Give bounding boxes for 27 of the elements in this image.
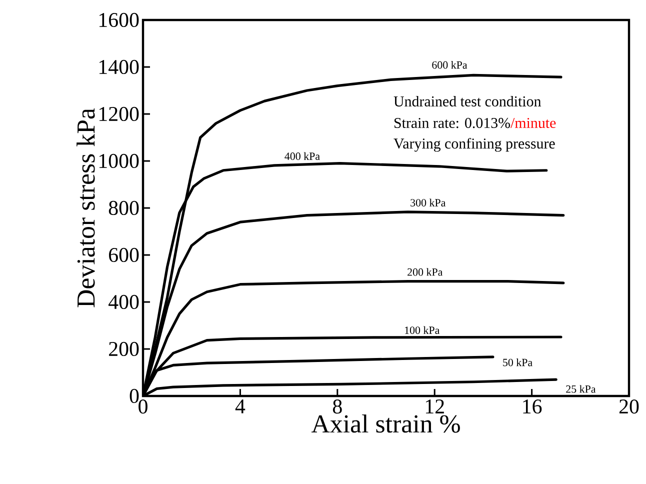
- y-tick-label: 1600: [99, 12, 139, 28]
- x-tick-label: 4: [235, 400, 246, 414]
- y-tick-label: 600: [109, 248, 139, 262]
- y-tick-label: 0: [130, 388, 139, 404]
- series-label: 100 kPa: [405, 326, 440, 334]
- series-label: 400 kPa: [284, 152, 320, 160]
- series-label: 600 kPa: [432, 60, 468, 69]
- y-tick-label: 800: [108, 200, 139, 216]
- series-label: 25 kPa: [566, 385, 596, 393]
- y-tick-label: 400: [108, 294, 139, 310]
- y-axis-title: Deviator stress kPa: [76, 108, 95, 308]
- annotation: Strain rate: 0.013%: [394, 118, 510, 128]
- x-tick-label: 12: [426, 400, 444, 414]
- y-tick-label: 200: [109, 342, 139, 356]
- x-axis-title: Axial strain %: [311, 414, 460, 433]
- y-tick-label: 1000: [99, 154, 139, 168]
- annotation: /minute: [510, 118, 556, 128]
- x-tick-label: 8: [332, 400, 342, 414]
- y-tick-label: 1200: [99, 106, 139, 122]
- y-tick-label: 1400: [99, 60, 139, 74]
- x-tick-label: 20: [619, 400, 639, 414]
- annotation: Varying confining pressure: [394, 138, 555, 152]
- annotation: Undrained test condition: [394, 96, 542, 106]
- x-tick-label: 16: [523, 400, 542, 414]
- series-label: 200 kPa: [408, 268, 443, 276]
- series-label: 300 kPa: [410, 198, 446, 206]
- series-label: 50 kPa: [503, 358, 532, 366]
